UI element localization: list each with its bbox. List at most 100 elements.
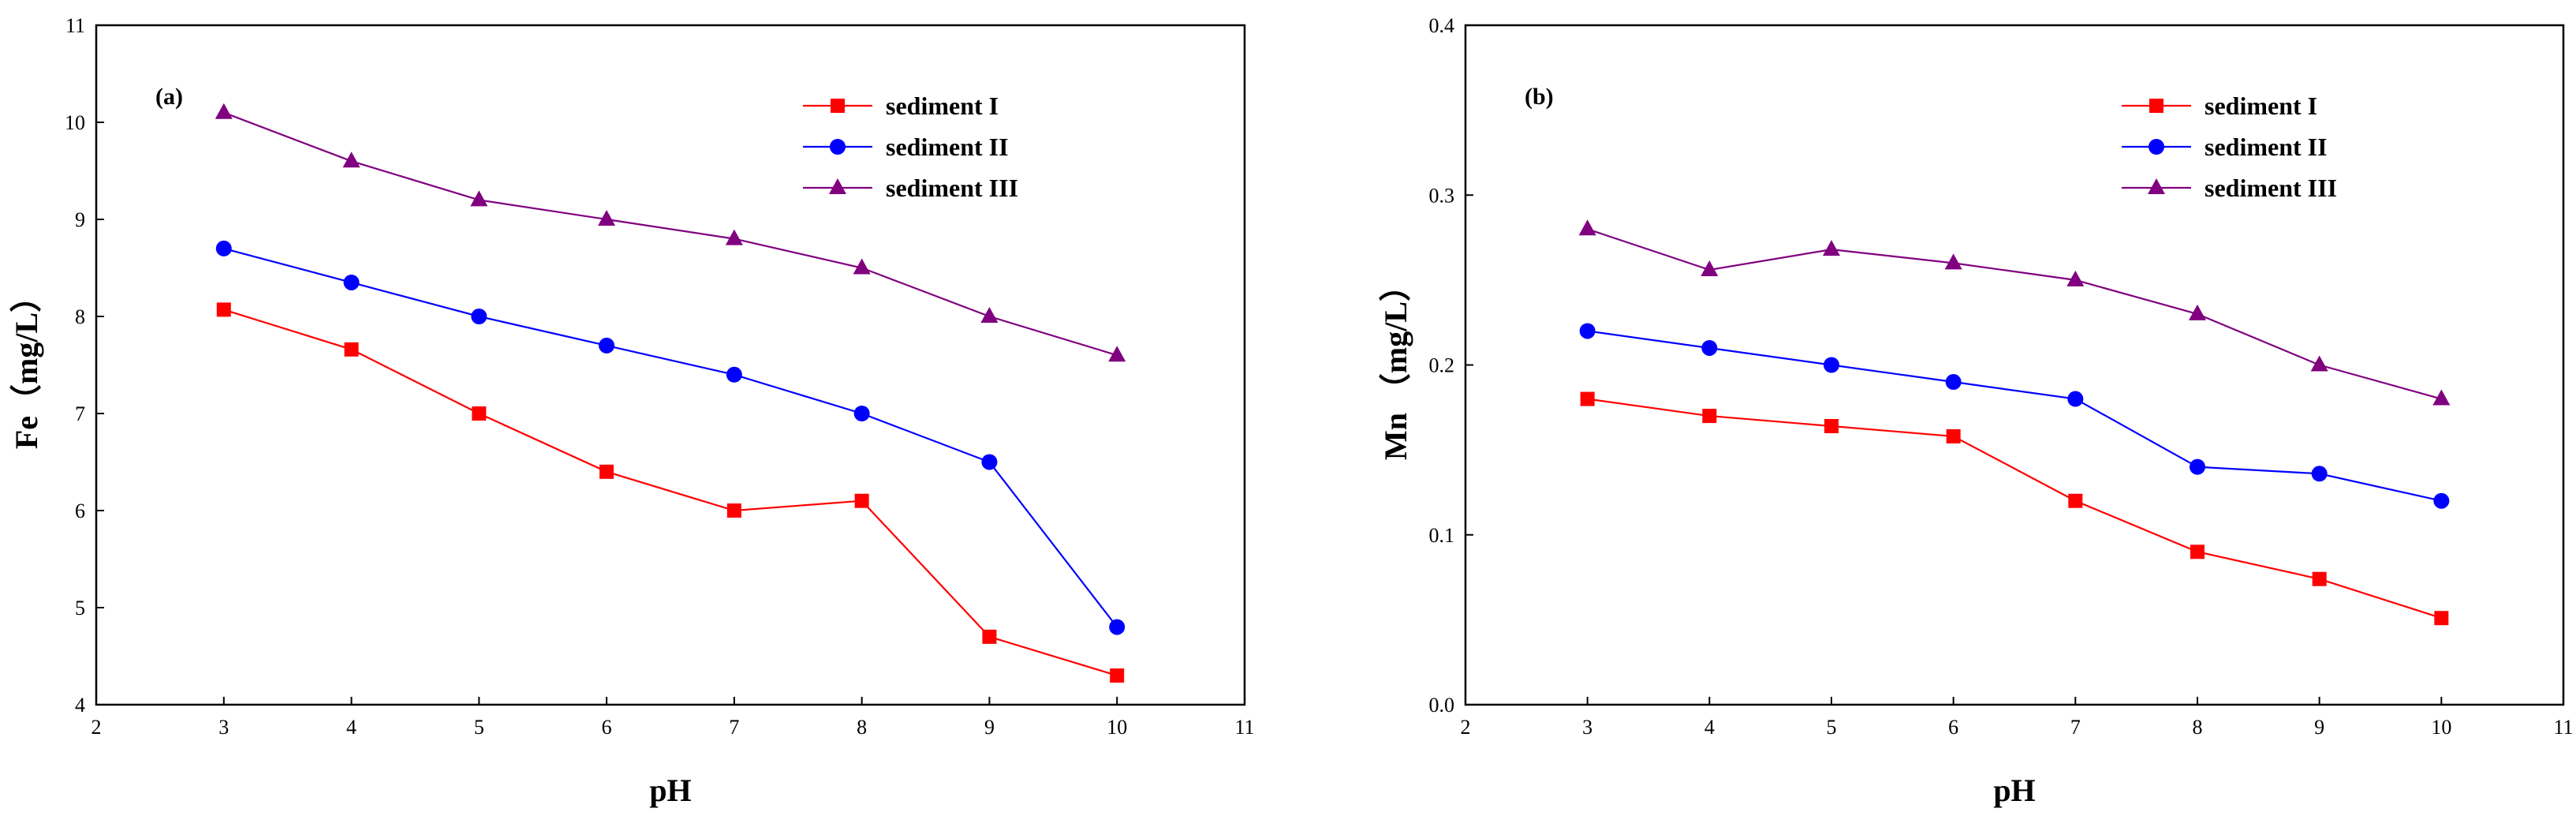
- legend-marker: [2149, 99, 2163, 113]
- data-point: [1701, 339, 1718, 356]
- x-tick-label: 7: [2070, 716, 2081, 739]
- data-point: [471, 309, 487, 324]
- data-point: [1109, 619, 1126, 635]
- legend-marker: [829, 178, 846, 194]
- x-tick-label: 2: [1461, 716, 1471, 739]
- legend-label: sediment II: [2205, 133, 2328, 161]
- data-point: [2189, 304, 2206, 320]
- data-point: [1110, 668, 1125, 683]
- series-line: [1587, 398, 2442, 619]
- data-point: [2067, 391, 2084, 407]
- data-point: [1824, 357, 1839, 373]
- data-point: [2312, 571, 2327, 586]
- data-point: [1701, 260, 1719, 276]
- data-point: [216, 302, 231, 317]
- data-point: [344, 342, 359, 357]
- x-tick-label: 11: [1234, 716, 1254, 739]
- plot-frame: [95, 24, 1246, 706]
- data-point: [2432, 389, 2451, 406]
- legend-label: sediment I: [2205, 92, 2317, 120]
- series-sediment-ii: [215, 240, 1126, 635]
- data-point: [853, 406, 870, 421]
- y-tick-label: 4: [75, 694, 85, 717]
- x-tick-label: 2: [91, 716, 102, 739]
- data-point: [2066, 270, 2085, 286]
- y-tick-label: 0.2: [1429, 354, 1455, 377]
- legend-label: sediment I: [886, 92, 999, 120]
- x-tick-label: 10: [1107, 716, 1127, 739]
- legend-marker: [831, 99, 845, 113]
- x-tick-label: 9: [2314, 716, 2324, 739]
- legend-marker: [2149, 139, 2164, 155]
- data-point: [1823, 240, 1840, 256]
- series-line: [1587, 228, 2442, 400]
- y-tick-label: 10: [65, 111, 85, 134]
- series-line: [223, 111, 1118, 357]
- y-tick-label: 9: [75, 208, 85, 231]
- legend-label: sediment III: [2205, 174, 2337, 202]
- x-tick-label: 6: [1948, 716, 1958, 739]
- x-tick-label: 8: [857, 716, 867, 739]
- x-axis-title: pH: [649, 773, 691, 808]
- x-tick-label: 3: [218, 716, 229, 739]
- data-point: [470, 190, 488, 207]
- data-point: [854, 493, 869, 508]
- y-tick-label: 6: [75, 500, 85, 522]
- data-point: [598, 210, 616, 226]
- data-point: [725, 229, 743, 245]
- series-sediment-iii: [215, 103, 1126, 362]
- x-tick-label: 5: [474, 716, 484, 739]
- series-sediment-ii: [1579, 323, 2450, 509]
- data-point: [726, 366, 742, 383]
- data-point: [1945, 374, 1962, 391]
- data-point: [1944, 253, 1962, 270]
- series-line: [223, 309, 1118, 677]
- data-point: [2190, 544, 2205, 559]
- legend-label: sediment III: [886, 174, 1018, 202]
- data-point: [1702, 409, 1717, 424]
- legend-marker: [2148, 178, 2165, 194]
- data-point: [1824, 418, 1839, 433]
- x-tick-label: 4: [346, 716, 357, 739]
- data-point: [599, 464, 614, 479]
- chart-panel-b: 2 3 4 5 6 7 8 9 10 11 0.0 0.1 0.2 0.3 0.4 pH Mn （mg/L） (b…: [1378, 14, 2574, 808]
- data-point: [1108, 346, 1126, 362]
- x-tick-label: 3: [1582, 716, 1592, 739]
- x-tick-label: 4: [1704, 716, 1715, 739]
- y-axis-title: Fe（mg/L）: [9, 281, 44, 449]
- series-sediment-i: [216, 302, 1125, 683]
- data-point: [1579, 323, 1596, 339]
- data-point: [2310, 355, 2328, 372]
- data-point: [215, 240, 232, 256]
- y-tick-label: 7: [75, 402, 85, 425]
- legend-label: sediment II: [886, 133, 1009, 161]
- series-sediment-i: [1580, 391, 2449, 626]
- x-tick-label: 5: [1827, 716, 1837, 739]
- series-line: [1587, 330, 2442, 502]
- data-point: [2068, 493, 2083, 508]
- data-point: [1578, 219, 1596, 236]
- data-point: [2434, 611, 2449, 626]
- legend-marker: [830, 139, 846, 155]
- x-tick-label: 8: [2193, 716, 2203, 739]
- data-point: [980, 307, 999, 323]
- x-tick-label: 11: [2553, 716, 2573, 739]
- plot-frame: [1464, 24, 2565, 706]
- series-line: [223, 247, 1118, 628]
- chart-panel-a: 2 3 4 5 6 7 8 9 10 11 4 5 6 7 8 9 10 11 pH Fe（mg/L） (a) sedim…: [9, 14, 1255, 808]
- y-tick-label: 0.1: [1429, 524, 1455, 547]
- data-point: [982, 629, 997, 644]
- data-point: [342, 152, 360, 168]
- panel-label: (b): [1525, 84, 1554, 110]
- y-tick-label: 5: [75, 597, 85, 619]
- y-tick-label: 0.3: [1429, 184, 1455, 207]
- x-axis-title: pH: [1993, 773, 2035, 808]
- data-point: [2433, 492, 2450, 509]
- data-point: [599, 337, 615, 354]
- x-tick-label: 10: [2431, 716, 2451, 739]
- data-point: [215, 103, 233, 119]
- data-point: [343, 274, 360, 290]
- data-point: [1946, 428, 1961, 443]
- data-point: [2190, 458, 2205, 475]
